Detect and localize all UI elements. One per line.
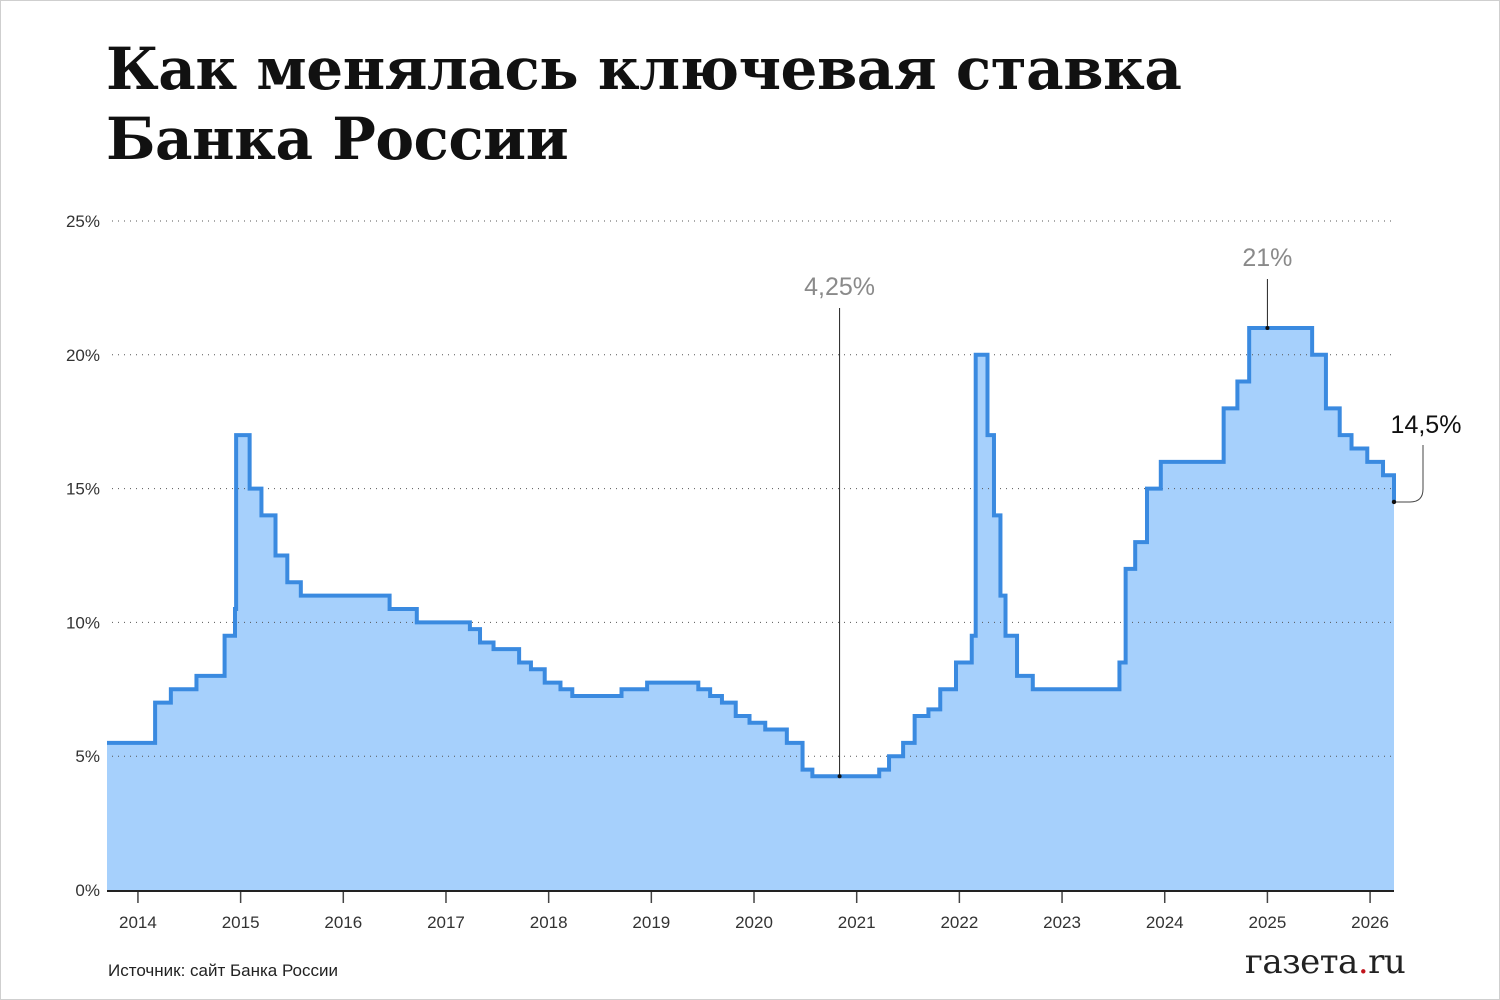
x-tick-label: 2019 [632,913,670,932]
x-tick-label: 2022 [940,913,978,932]
x-tick-label: 2025 [1248,913,1286,932]
annotation-min-label: 4,25% [804,273,875,301]
y-tick-label: 10% [66,613,100,632]
rate-line [107,326,1396,779]
x-tick-label: 2026 [1351,913,1389,932]
y-tick-label: 0% [75,881,100,900]
x-tick-label: 2024 [1146,913,1184,932]
annotation-dot [1391,499,1397,505]
y-tick-label: 20% [66,346,100,365]
annotation-leader [1394,445,1424,503]
annotation-dot [837,774,842,779]
logo-dot: . [1357,942,1369,982]
x-tick-label: 2014 [119,913,157,932]
x-tick-label: 2015 [222,913,260,932]
title-line-1: Как менялась ключевая ставка [106,35,1182,103]
x-tick-label: 2017 [427,913,465,932]
source-note: Источник: сайт Банка России [108,961,339,980]
title-line-2: Банка России [106,105,569,173]
x-tick-label: 2021 [838,913,876,932]
page-title: Как менялась ключевая ставка Банка Росси… [106,34,1182,174]
logo-tld: ru [1368,942,1406,982]
y-tick-label: 5% [75,747,100,766]
x-tick-label: 2023 [1043,913,1081,932]
annotation-dot [1265,326,1270,331]
annotation-max-label: 21% [1242,244,1292,272]
x-tick-label: 2020 [735,913,773,932]
logo: газета.ru [1245,942,1406,982]
rate-area [107,328,1394,890]
logo-main: газета [1245,942,1358,982]
x-tick-label: 2016 [324,913,362,932]
annotation-current-label: 14,5% [1391,411,1462,439]
y-tick-label: 25% [66,212,100,231]
x-tick-label: 2018 [530,913,568,932]
y-tick-label: 15% [66,480,100,499]
